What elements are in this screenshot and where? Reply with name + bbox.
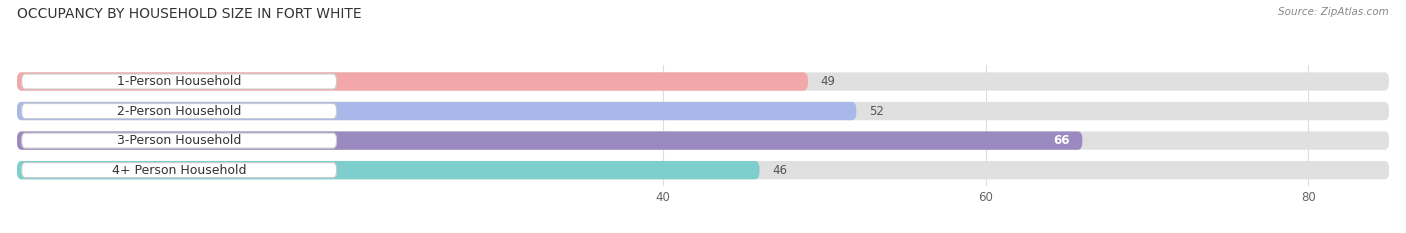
FancyBboxPatch shape [21,163,336,178]
FancyBboxPatch shape [21,74,336,89]
Text: 4+ Person Household: 4+ Person Household [112,164,246,177]
Text: Source: ZipAtlas.com: Source: ZipAtlas.com [1278,7,1389,17]
Text: 66: 66 [1053,134,1070,147]
FancyBboxPatch shape [17,102,1389,120]
FancyBboxPatch shape [21,133,336,148]
Text: 46: 46 [772,164,787,177]
FancyBboxPatch shape [17,72,1389,91]
FancyBboxPatch shape [17,161,1389,179]
FancyBboxPatch shape [17,161,759,179]
Text: 3-Person Household: 3-Person Household [117,134,242,147]
FancyBboxPatch shape [17,131,1389,150]
Text: 1-Person Household: 1-Person Household [117,75,242,88]
FancyBboxPatch shape [17,131,1083,150]
FancyBboxPatch shape [21,103,336,119]
Text: 49: 49 [821,75,835,88]
FancyBboxPatch shape [17,72,808,91]
Text: 2-Person Household: 2-Person Household [117,105,242,117]
Text: OCCUPANCY BY HOUSEHOLD SIZE IN FORT WHITE: OCCUPANCY BY HOUSEHOLD SIZE IN FORT WHIT… [17,7,361,21]
Text: 52: 52 [869,105,884,117]
FancyBboxPatch shape [17,102,856,120]
